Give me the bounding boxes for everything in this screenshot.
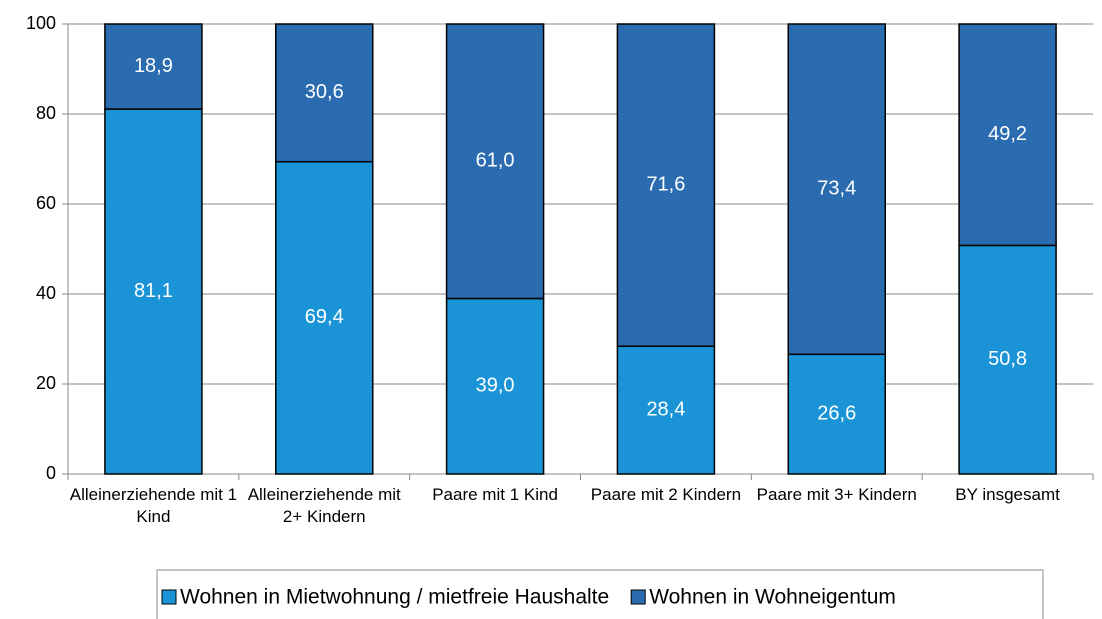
bar-segment	[787, 353, 886, 475]
bar-segment	[445, 23, 545, 300]
bar-segment	[275, 23, 374, 163]
y-tick-label: 100	[26, 13, 56, 33]
value-label: 69,4	[305, 306, 344, 328]
bar-segment	[616, 345, 716, 475]
value-label: 61,0	[476, 150, 515, 172]
y-tick-label: 40	[36, 283, 56, 303]
bar-segment	[104, 108, 203, 475]
bar-segment	[104, 23, 203, 110]
x-tick-label: Alleinerziehende mit 1 Kind	[69, 485, 238, 526]
bar-segment	[787, 23, 886, 356]
x-tick-label: Paare mit 3+ Kindern	[756, 485, 917, 504]
x-tick-label: Alleinerziehende mit 2+ Kindern	[247, 485, 401, 526]
value-label: 39,0	[476, 375, 515, 397]
value-label: 71,6	[646, 173, 685, 195]
legend-label: Wohnen in Mietwohnung / mietfreie Hausha…	[180, 586, 609, 609]
y-tick-label: 0	[46, 463, 56, 483]
value-label: 50,8	[988, 348, 1027, 370]
bar-segment	[958, 244, 1057, 475]
x-tick-label: Paare mit 1 Kind	[432, 485, 558, 504]
bar-segment	[958, 23, 1057, 247]
value-label: 18,9	[134, 55, 173, 77]
value-label: 26,6	[817, 402, 856, 424]
value-label: 30,6	[305, 81, 344, 103]
value-label: 28,4	[646, 398, 685, 420]
x-tick-label: Paare mit 2 Kindern	[590, 485, 742, 504]
legend-swatch	[630, 589, 646, 605]
legend-swatch	[161, 589, 177, 605]
legend-label: Wohnen in Wohneigentum	[649, 586, 896, 609]
bar-segment	[616, 23, 716, 347]
value-label: 73,4	[817, 177, 856, 199]
bar-segment	[275, 160, 374, 475]
y-tick-label: 60	[36, 193, 56, 213]
bar-segment	[445, 297, 545, 475]
value-label: 49,2	[988, 123, 1027, 145]
y-tick-label: 20	[36, 373, 56, 393]
legend-box	[156, 569, 1044, 619]
value-label: 81,1	[134, 280, 173, 302]
y-tick-label: 80	[36, 103, 56, 123]
x-tick-label: BY insgesamt	[955, 485, 1060, 504]
